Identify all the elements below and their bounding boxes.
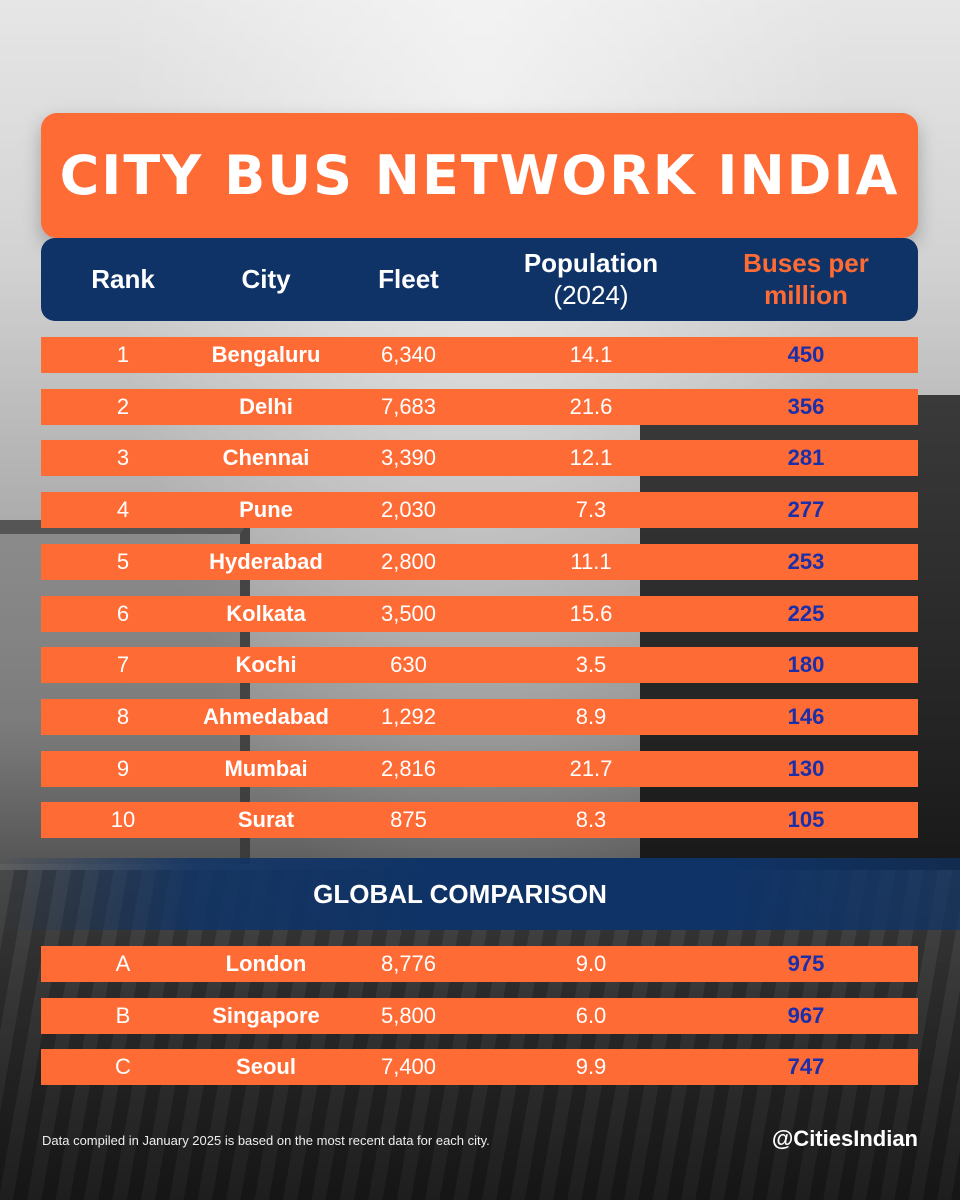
header-city-label: City xyxy=(241,263,291,294)
header-buses-per-million: Buses per million xyxy=(726,238,886,321)
city-cell: Kolkata xyxy=(226,600,306,626)
fleet-cell: 630 xyxy=(390,652,427,678)
table-row: 9 Mumbai 2,816 21.7 130 xyxy=(41,750,918,787)
rank-cell: A xyxy=(115,951,131,976)
table-row: 3 Chennai 3,390 12.1 281 xyxy=(41,440,918,477)
buses-per-million-cell: 967 xyxy=(787,1002,825,1028)
rank-cell: B xyxy=(115,1002,131,1028)
city-cell: Pune xyxy=(239,497,293,523)
buses-per-million-cell: 277 xyxy=(787,497,825,523)
header-population-label: Population xyxy=(523,248,659,279)
population-cell: 8.3 xyxy=(575,807,607,833)
fleet-cell: 2,800 xyxy=(380,548,437,574)
header-rank: Rank xyxy=(85,238,161,321)
city-cell: Bengaluru xyxy=(211,342,321,367)
global-comparison-label: GLOBAL COMPARISON xyxy=(313,878,607,909)
fleet-cell: 7,683 xyxy=(380,393,437,419)
city-cell: Delhi xyxy=(239,393,293,419)
header-rank-label: Rank xyxy=(91,263,155,294)
rank-cell: 5 xyxy=(116,548,130,574)
fleet-cell: 2,030 xyxy=(380,497,437,523)
population-cell: 8.9 xyxy=(575,703,607,729)
table-row: 1 Bengaluru 6,340 14.1 450 xyxy=(41,337,918,373)
table-row: 10 Surat 875 8.3 105 xyxy=(41,802,918,839)
rank-cell: 10 xyxy=(110,807,136,833)
fleet-cell: 8,776 xyxy=(380,951,437,976)
city-cell: London xyxy=(225,951,307,976)
header-fleet: Fleet xyxy=(366,238,451,321)
rank-cell: 4 xyxy=(116,497,130,523)
population-cell: 7.3 xyxy=(575,497,607,523)
population-cell: 21.7 xyxy=(569,755,613,781)
table-row: B Singapore 5,800 6.0 967 xyxy=(41,997,918,1034)
fleet-cell: 7,400 xyxy=(380,1054,437,1079)
city-cell: Singapore xyxy=(212,1002,320,1028)
population-cell: 3.5 xyxy=(575,652,607,678)
rank-cell: 7 xyxy=(116,652,130,678)
fleet-cell: 875 xyxy=(390,807,427,833)
buses-per-million-cell: 105 xyxy=(787,807,825,833)
header-fleet-label: Fleet xyxy=(378,263,439,294)
rank-cell: 1 xyxy=(116,342,130,367)
header-bpm-line2: million xyxy=(764,279,848,310)
buses-per-million-cell: 356 xyxy=(787,393,825,419)
fleet-cell: 3,500 xyxy=(380,600,437,626)
city-cell: Mumbai xyxy=(224,755,308,781)
city-cell: Ahmedabad xyxy=(203,703,329,729)
buses-per-million-cell: 253 xyxy=(787,548,825,574)
buses-per-million-cell: 146 xyxy=(787,703,825,729)
table-row: 8 Ahmedabad 1,292 8.9 146 xyxy=(41,698,918,735)
buses-per-million-cell: 281 xyxy=(787,445,825,471)
city-cell: Chennai xyxy=(222,445,310,471)
population-cell: 9.9 xyxy=(575,1054,607,1079)
population-cell: 6.0 xyxy=(575,1002,607,1028)
header-population: Population (2024) xyxy=(506,238,676,321)
table-row: 5 Hyderabad 2,800 11.1 253 xyxy=(41,543,918,580)
title-banner: CITY BUS NETWORK INDIA xyxy=(41,113,918,238)
fleet-cell: 3,390 xyxy=(380,445,437,471)
header-city: City xyxy=(186,238,346,321)
fleet-cell: 1,292 xyxy=(380,703,437,729)
rank-cell: 9 xyxy=(116,755,130,781)
fleet-cell: 5,800 xyxy=(380,1002,437,1028)
table-row: 2 Delhi 7,683 21.6 356 xyxy=(41,388,918,425)
buses-per-million-cell: 450 xyxy=(787,342,825,367)
header-population-year: (2024) xyxy=(553,279,629,310)
rank-cell: C xyxy=(115,1054,131,1079)
global-comparison-heading: GLOBAL COMPARISON xyxy=(0,858,960,930)
footnote: Data compiled in January 2025 is based o… xyxy=(42,1133,490,1148)
population-cell: 11.1 xyxy=(570,548,612,574)
city-cell: Surat xyxy=(237,807,295,833)
rank-cell: 2 xyxy=(116,393,130,419)
buses-per-million-cell: 130 xyxy=(787,755,825,781)
table-header: Rank City Fleet Population (2024) Buses … xyxy=(41,238,918,321)
rank-cell: 3 xyxy=(116,445,130,471)
population-cell: 12.1 xyxy=(569,445,613,471)
population-cell: 21.6 xyxy=(569,393,613,419)
buses-per-million-cell: 747 xyxy=(787,1054,825,1079)
header-bpm-line1: Buses per xyxy=(743,248,869,279)
fleet-cell: 6,340 xyxy=(380,342,437,367)
table-row: 7 Kochi 630 3.5 180 xyxy=(41,647,918,684)
population-cell: 14.1 xyxy=(569,342,613,367)
city-cell: Hyderabad xyxy=(209,548,323,574)
page-title: CITY BUS NETWORK INDIA xyxy=(59,144,900,207)
rank-cell: 8 xyxy=(116,703,130,729)
table-row: 6 Kolkata 3,500 15.6 225 xyxy=(41,595,918,632)
population-cell: 15.6 xyxy=(569,600,613,626)
table-row: C Seoul 7,400 9.9 747 xyxy=(41,1049,918,1085)
rank-cell: 6 xyxy=(116,600,130,626)
buses-per-million-cell: 225 xyxy=(787,600,825,626)
city-cell: Kochi xyxy=(235,652,297,678)
fleet-cell: 2,816 xyxy=(380,755,437,781)
population-cell: 9.0 xyxy=(575,951,607,976)
table-row: A London 8,776 9.0 975 xyxy=(41,946,918,982)
table-row: 4 Pune 2,030 7.3 277 xyxy=(41,492,918,529)
social-handle: @CitiesIndian xyxy=(771,1126,918,1151)
buses-per-million-cell: 180 xyxy=(787,652,825,678)
city-cell: Seoul xyxy=(236,1054,296,1079)
buses-per-million-cell: 975 xyxy=(787,951,825,976)
